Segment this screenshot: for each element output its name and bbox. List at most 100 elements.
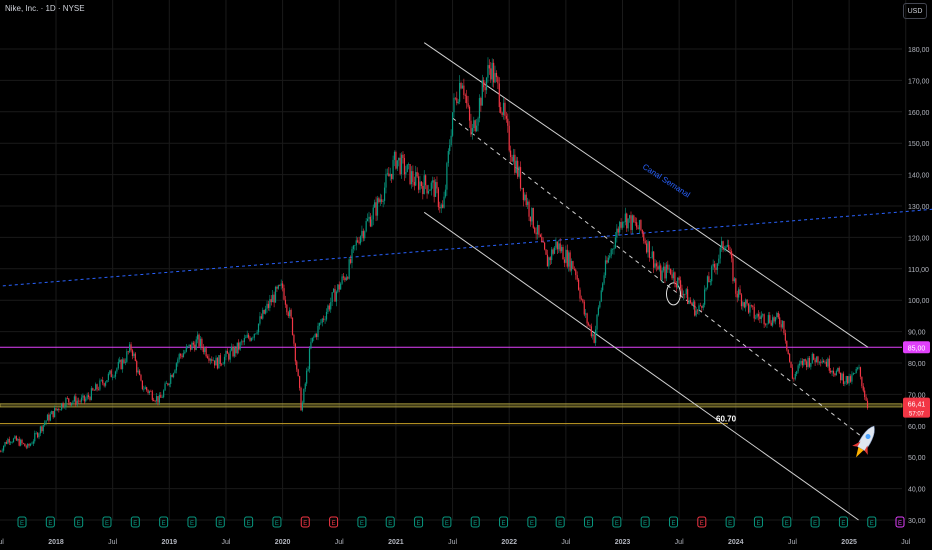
candle-body: [742, 302, 744, 307]
earnings-letter: E: [275, 521, 279, 527]
earnings-icon: E: [442, 516, 452, 528]
candle-body: [631, 215, 634, 230]
earnings-box: [612, 516, 622, 528]
candle-body: [660, 265, 662, 280]
candle-body: [525, 194, 527, 205]
candle-body: [644, 240, 646, 244]
earnings-box: [867, 516, 877, 528]
candle-body: [221, 363, 223, 365]
candle-body: [522, 187, 524, 201]
candle-body: [580, 298, 583, 300]
candle-body: [228, 353, 230, 360]
candle-body: [70, 402, 73, 406]
candle-body: [451, 112, 454, 136]
candle-body: [270, 299, 272, 303]
candle-body: [364, 231, 366, 239]
y-tick-label: 120,00: [908, 235, 930, 242]
candle-body: [752, 305, 754, 307]
candle-body: [439, 207, 441, 209]
candle-body: [647, 241, 649, 253]
earnings-letter: E: [728, 521, 732, 527]
earnings-letter: E: [643, 521, 647, 527]
earnings-icon: E: [470, 516, 480, 528]
candle-body: [61, 403, 63, 410]
candle-body: [821, 360, 823, 363]
x-tick-label: 2023: [615, 539, 631, 546]
candle-body: [5, 442, 8, 444]
candle-body: [453, 97, 455, 113]
candle-body: [699, 305, 701, 307]
candle-body: [31, 443, 33, 445]
candle-body: [427, 190, 430, 194]
earnings-letter: E: [445, 521, 449, 527]
candle-body: [330, 302, 332, 310]
candle-body: [361, 230, 363, 237]
candle-body: [24, 443, 26, 447]
candle-body: [614, 237, 617, 248]
candle-body: [800, 360, 802, 364]
candle-body: [786, 340, 788, 350]
earnings-icon: E: [753, 516, 763, 528]
candle-body: [685, 289, 687, 295]
candle-body: [488, 65, 490, 69]
candle-body: [433, 180, 435, 197]
candle-body: [192, 342, 194, 345]
candle-body: [757, 314, 760, 317]
candle-body: [369, 216, 372, 227]
candle-body: [90, 388, 93, 400]
candle-body: [223, 356, 226, 364]
candle-body: [825, 361, 828, 367]
candle-body: [619, 221, 621, 233]
candle-body: [374, 202, 376, 208]
candle-body: [177, 359, 179, 364]
candle-body: [485, 77, 488, 91]
candle-body: [106, 380, 108, 383]
candle-body: [674, 272, 676, 284]
x-tick-label: 2025: [841, 539, 857, 546]
earnings-box: [187, 516, 197, 528]
candle-body: [847, 376, 849, 384]
candle-body: [65, 398, 67, 407]
candle-body: [709, 281, 711, 283]
candle-body: [508, 125, 510, 151]
candle-body: [327, 305, 329, 312]
candle-body: [481, 80, 483, 106]
candle-body: [838, 367, 840, 373]
earnings-letter: E: [785, 521, 789, 527]
candle-body: [621, 222, 624, 228]
earnings-box: [640, 516, 650, 528]
earnings-box: [499, 516, 509, 528]
candle-body: [573, 269, 575, 270]
currency-button[interactable]: USD: [903, 3, 927, 19]
candle-body: [317, 325, 319, 337]
earnings-box: [697, 516, 707, 528]
candle-body: [204, 348, 206, 353]
candle-body: [147, 390, 149, 394]
candle-body: [750, 305, 752, 306]
candle-body: [495, 73, 498, 78]
candle-body: [69, 402, 71, 406]
candle-body: [763, 314, 765, 325]
candle-body: [696, 310, 699, 312]
candle-body: [444, 189, 447, 197]
candle-body: [141, 380, 143, 390]
candle-body: [265, 308, 267, 314]
candle-body: [291, 317, 294, 335]
candle-body: [250, 338, 253, 341]
candle-body: [103, 383, 105, 386]
candle-body: [410, 171, 413, 185]
candle-body: [536, 224, 539, 235]
candle-body: [701, 305, 703, 308]
candle-body: [633, 215, 635, 223]
candle-body: [592, 334, 594, 337]
earnings-letter: E: [20, 521, 24, 527]
candle-body: [670, 268, 672, 275]
candle-body: [188, 344, 190, 347]
candle-body: [7, 439, 9, 444]
y-tick-label: 150,00: [908, 141, 930, 148]
candle-body: [436, 182, 438, 189]
candle-body: [42, 425, 44, 432]
candle-body: [440, 204, 442, 209]
candle-body: [358, 241, 360, 244]
